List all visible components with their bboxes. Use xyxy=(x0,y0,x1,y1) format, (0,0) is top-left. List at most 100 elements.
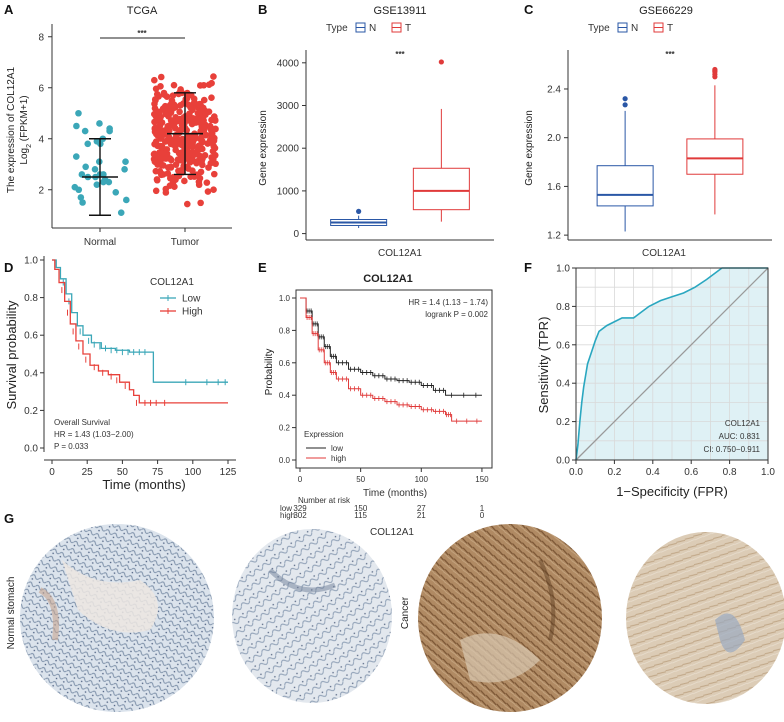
d-xtick-label: 25 xyxy=(82,467,94,478)
a-significance-label: *** xyxy=(137,29,147,38)
tumor-point xyxy=(157,82,164,90)
c-significance: *** xyxy=(665,50,675,59)
chart-b-title: GSE13911 xyxy=(373,5,426,17)
panel-f: F Sensitivity (TPR) 1−Specificity (FPR) … xyxy=(524,260,775,499)
tumor-point xyxy=(167,107,175,115)
d-annotation: P = 0.033 xyxy=(54,442,89,451)
tumor-point xyxy=(151,158,159,165)
tumor-point xyxy=(165,134,173,141)
e-xtick-label: 150 xyxy=(475,475,489,484)
normal-point xyxy=(77,194,85,201)
tumor-point xyxy=(156,122,164,129)
tumor-point xyxy=(177,126,185,134)
b-ytick-label: 2000 xyxy=(277,144,300,155)
tumor-point xyxy=(205,164,212,171)
tumor-point xyxy=(167,174,174,182)
f-ytick-label: 1.0 xyxy=(556,264,570,275)
tumor-point xyxy=(210,170,218,178)
chart-e-xlabel: Time (months) xyxy=(363,488,427,499)
normal-point xyxy=(75,109,82,117)
normal-point xyxy=(78,171,86,178)
normal-point xyxy=(117,209,125,216)
e-risk-value: 0 xyxy=(480,511,485,520)
panel-a: A TCGA The expression of COL12A1 Log2 (F… xyxy=(4,2,232,248)
panel-g: G COL12A1 Normal stomach Cancer xyxy=(4,511,784,712)
d-ytick-label: 0.8 xyxy=(24,293,38,304)
tumor-point xyxy=(172,161,180,168)
tumor-point xyxy=(179,135,186,143)
panel-label-a: A xyxy=(4,2,14,17)
b-significance: *** xyxy=(395,50,405,59)
normal-point xyxy=(105,178,113,186)
tumor-point xyxy=(153,176,161,184)
chart-a-ylabel: The expression of COL12A1 xyxy=(6,66,17,193)
e-xtick-label: 0 xyxy=(298,475,303,484)
normal-point xyxy=(75,186,83,194)
tissue-image-normal-1 xyxy=(20,524,214,712)
tumor-point xyxy=(198,114,205,122)
a-xtick-label: Tumor xyxy=(171,237,200,248)
tumor-point xyxy=(151,150,158,158)
tumor-point xyxy=(170,81,178,89)
tumor-point xyxy=(151,110,158,118)
chart-d-xlabel: Time (months) xyxy=(102,477,185,492)
d-xtick-label: 100 xyxy=(184,467,201,478)
e-risk-row-label-high: high xyxy=(280,511,295,520)
normal-point xyxy=(95,158,103,165)
d-ytick-label: 1.0 xyxy=(24,256,38,267)
d-xtick-label: 75 xyxy=(152,467,164,478)
e-ytick-label: 0.0 xyxy=(279,456,291,465)
e-risk-value: 302 xyxy=(293,511,307,520)
normal-point xyxy=(84,140,92,148)
c-legend-label-T: T xyxy=(667,23,673,34)
e-annotation: logrank P = 0.002 xyxy=(425,310,488,319)
f-ytick-label: 0.6 xyxy=(556,340,570,351)
chart-d-ylabel: Survival probability xyxy=(4,300,19,410)
c-ytick-label: 2.0 xyxy=(547,133,561,144)
f-ytick-label: 0.2 xyxy=(556,417,570,428)
e-ytick-label: 0.4 xyxy=(279,391,291,400)
tumor-point xyxy=(195,100,203,108)
chart-b-xlabel: COL12A1 xyxy=(378,248,422,259)
panel-label-f: F xyxy=(524,260,532,275)
e-legend-label-low: low xyxy=(331,444,343,453)
e-xtick-label: 50 xyxy=(356,475,365,484)
e-risk-value: 27 xyxy=(417,504,426,513)
c-legend-label-N: N xyxy=(631,23,638,34)
tissue-image-cancer-1 xyxy=(418,524,602,712)
tumor-point xyxy=(211,144,219,152)
f-roc-curve xyxy=(575,267,768,461)
d-xtick-label: 125 xyxy=(220,467,237,478)
tumor-point xyxy=(152,187,160,195)
tumor-point xyxy=(168,97,176,105)
tumor-point xyxy=(153,130,160,138)
tumor-point xyxy=(205,81,213,88)
f-ytick-label: 0.4 xyxy=(556,379,570,390)
a-xtick-label: Normal xyxy=(84,237,116,248)
tumor-point xyxy=(157,73,165,81)
tumor-point xyxy=(208,132,216,139)
panel-label-e: E xyxy=(258,260,267,275)
tissue-image-normal-2 xyxy=(232,529,392,703)
e-xtick-label: 100 xyxy=(415,475,429,484)
c-box-N xyxy=(596,165,654,207)
f-diagonal xyxy=(575,267,769,461)
chart-a-ylabel-line1: The expression of COL12A1 xyxy=(6,66,17,193)
chart-c-title: GSE66229 xyxy=(639,5,693,17)
tissue-image-cancer-2 xyxy=(626,532,784,704)
tumor-point xyxy=(175,117,183,124)
tumor-point xyxy=(200,96,208,104)
e-risk-value: 1 xyxy=(480,504,485,513)
normal-point xyxy=(91,166,99,173)
f-xtick-label: 0.2 xyxy=(607,467,621,478)
tumor-point xyxy=(200,107,208,114)
tumor-point xyxy=(198,127,205,134)
d-curve-high xyxy=(52,259,228,404)
tumor-point xyxy=(189,137,197,145)
d-xtick-label: 0 xyxy=(49,467,55,478)
normal-point xyxy=(123,196,130,204)
tumor-point xyxy=(167,163,175,171)
tumor-point xyxy=(158,144,166,151)
chart-e-title: COL12A1 xyxy=(363,273,413,285)
tumor-point xyxy=(171,183,178,190)
